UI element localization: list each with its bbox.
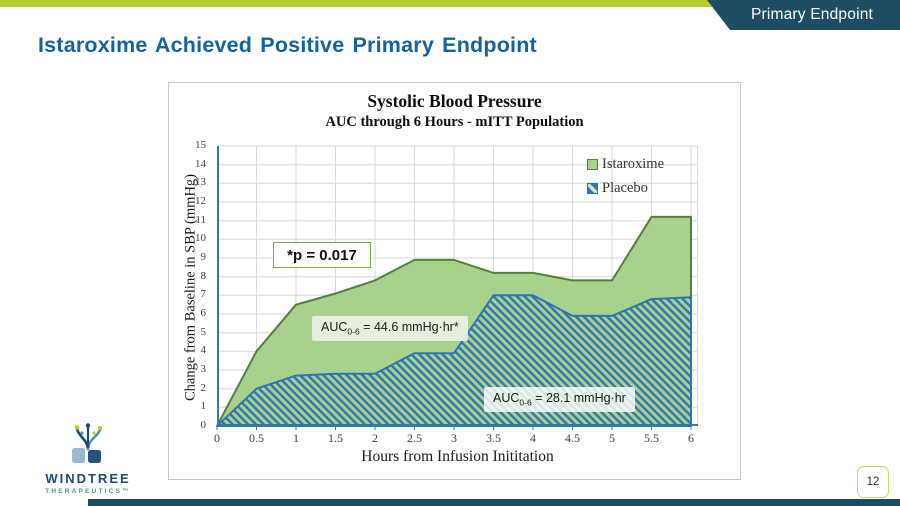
legend-label: Istaroxime — [602, 156, 665, 172]
x-tick-label: 2.5 — [407, 431, 422, 445]
y-tick-label: 7 — [200, 288, 207, 301]
x-tick-label: 6 — [688, 431, 694, 445]
y-tick-label: 11 — [195, 213, 206, 226]
placebo-swatch-icon — [587, 183, 598, 194]
plot-area: Istaroxime Placebo *p = 0.017 AUC0-6 = 4… — [216, 145, 698, 430]
windtree-logo: WINDTREE THERAPEUTICS™ — [30, 421, 146, 495]
auc-prefix: AUC — [493, 391, 520, 405]
p-value-text: *p = 0.017 — [287, 246, 357, 264]
x-tick-label: 0.5 — [249, 431, 264, 445]
auc-value: = 28.1 mmHg·hr — [531, 391, 626, 405]
legend-item-placebo: Placebo — [587, 180, 664, 197]
y-tick-label: 8 — [200, 269, 207, 282]
tab-label: Primary Endpoint — [750, 6, 874, 23]
y-tick-label: 14 — [195, 157, 206, 170]
y-tick-label: 1 — [200, 400, 207, 413]
y-tick-label: 5 — [200, 325, 207, 338]
legend-label: Placebo — [602, 180, 648, 196]
windtree-tree-icon — [72, 423, 103, 463]
legend-item-istaroxime: Istaroxime — [587, 156, 664, 173]
logo-name: WINDTREE — [45, 471, 131, 486]
auc-prefix: AUC — [321, 320, 348, 334]
y-tick-label: 4 — [200, 344, 207, 357]
x-tick-label: 3.5 — [486, 431, 501, 445]
x-tick-label: 1 — [293, 431, 299, 445]
x-axis-tick-labels: 0 0.5 1 1.5 2 2.5 3 3.5 4 4.5 5 5.5 6 — [214, 431, 698, 446]
chart-title: Systolic Blood Pressure — [367, 91, 542, 111]
primary-endpoint-tab: Primary Endpoint — [707, 0, 900, 30]
bottom-accent-bar — [88, 499, 900, 506]
auc-placebo-annotation: AUC0-6 = 28.1 mmHg·hr — [484, 387, 635, 412]
x-tick-label: 0 — [214, 431, 220, 445]
chart-subtitle: AUC through 6 Hours - mITT Population — [325, 114, 584, 130]
auc-value: = 44.6 mmHg·hr* — [359, 320, 459, 334]
y-tick-label: 15 — [195, 139, 206, 151]
auc-subscript: 0-6 — [347, 326, 360, 337]
auc-istaroxime-annotation: AUC0-6 = 44.6 mmHg·hr* — [312, 316, 468, 341]
page-number-badge: 12 — [857, 466, 889, 498]
x-tick-label: 4 — [530, 431, 536, 445]
x-tick-label: 5.5 — [644, 431, 659, 445]
logo-subtitle: THERAPEUTICS™ — [45, 488, 131, 495]
x-axis-title: Hours from Infusion Inititation — [361, 448, 554, 465]
chart-card: Systolic Blood Pressure AUC through 6 Ho… — [168, 82, 741, 480]
p-value-annotation: *p = 0.017 — [273, 242, 371, 268]
y-tick-label: 9 — [200, 251, 207, 263]
x-tick-label: 5 — [609, 431, 615, 445]
y-tick-label: 0 — [200, 419, 207, 431]
page-number: 12 — [866, 476, 880, 488]
x-tick-label: 1.5 — [328, 431, 343, 445]
y-tick-label: 6 — [200, 307, 207, 319]
slide-title: Istaroxime Achieved Positive Primary End… — [38, 33, 537, 57]
auc-subscript: 0-6 — [519, 397, 532, 408]
y-axis-tick-labels: 0 1 2 3 4 5 6 7 8 9 10 11 12 13 14 15 — [169, 139, 212, 431]
top-accent-bar — [0, 0, 712, 7]
x-tick-label: 2 — [372, 431, 378, 445]
istaroxime-swatch-icon — [587, 159, 598, 170]
x-tick-label: 3 — [451, 431, 457, 445]
y-tick-label: 10 — [195, 232, 206, 245]
chart-legend: Istaroxime Placebo — [587, 156, 664, 204]
x-tick-label: 4.5 — [565, 431, 580, 445]
y-tick-label: 3 — [200, 363, 207, 375]
y-tick-label: 12 — [195, 195, 206, 207]
y-tick-label: 13 — [195, 176, 206, 189]
y-tick-label: 2 — [200, 381, 207, 394]
